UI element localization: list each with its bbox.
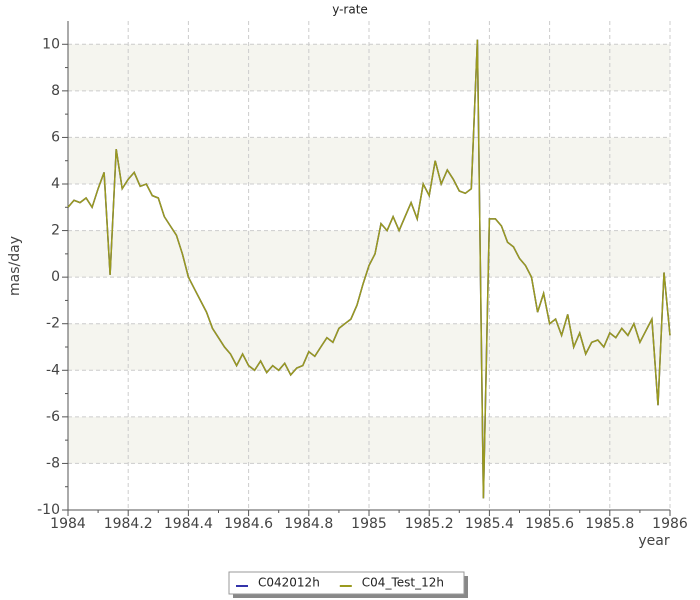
- x-tick-label: 1984.2: [104, 516, 153, 532]
- x-tick-label: 1985: [351, 516, 387, 532]
- y-tick-label: -6: [46, 409, 60, 425]
- y-tick-label: -10: [37, 502, 60, 518]
- legend-box: [228, 571, 465, 595]
- series-line: [67, 39, 671, 499]
- y-tick-label: 4: [51, 176, 60, 192]
- x-tick-label: 1984.8: [284, 516, 333, 532]
- x-tick-label: 1984: [50, 516, 86, 532]
- y-tick-label: -8: [46, 455, 60, 471]
- chart-title: y-rate: [332, 3, 368, 17]
- y-tick-label: -4: [46, 362, 60, 378]
- y-tick-label: -2: [46, 316, 60, 332]
- y-tick-label: 0: [51, 269, 60, 285]
- x-tick-label: 1985.8: [585, 516, 634, 532]
- y-tick-label: 10: [42, 36, 60, 52]
- x-tick-label: 1986: [652, 516, 688, 532]
- x-tick-label: 1985.4: [465, 516, 514, 532]
- x-tick-label: 1984.4: [164, 516, 213, 532]
- x-axis-label: year: [638, 533, 669, 549]
- legend: C042012h C04_Test_12h: [228, 571, 468, 598]
- y-tick-label: 2: [51, 223, 60, 239]
- legend-label: C042012h: [258, 576, 320, 590]
- y-tick-label: 6: [51, 129, 60, 145]
- x-tick-label: 1985.6: [525, 516, 574, 532]
- legend-label: C04_Test_12h: [362, 576, 444, 590]
- x-tick-label: 1985.2: [405, 516, 454, 532]
- y-tick-label: 8: [51, 83, 60, 99]
- y-axis-label: mas/day: [7, 236, 23, 296]
- x-tick-label: 1984.6: [224, 516, 273, 532]
